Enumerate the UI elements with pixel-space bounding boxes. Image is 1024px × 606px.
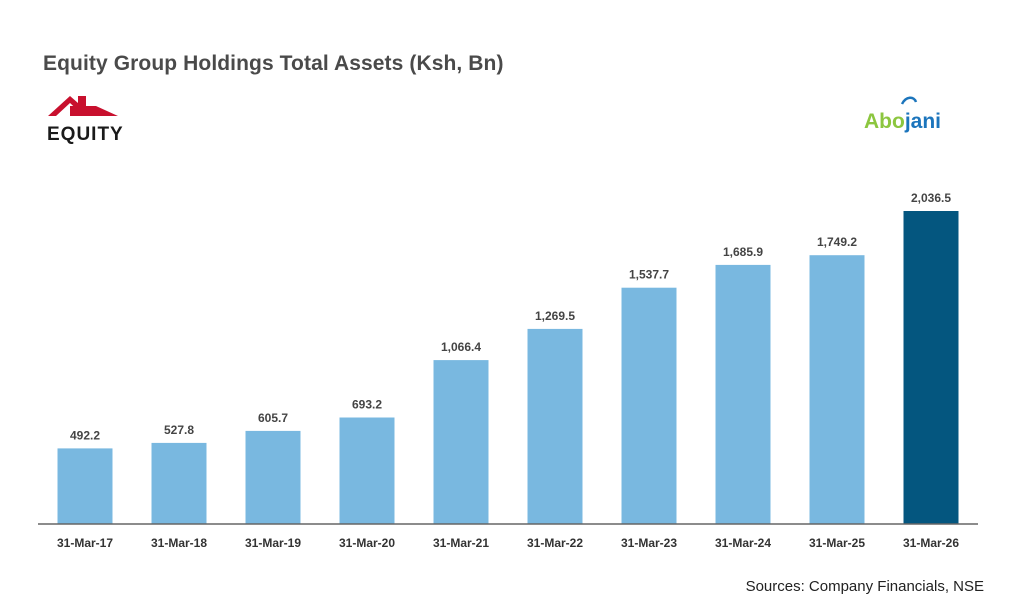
bar-31-Mar-19 (245, 430, 301, 524)
bar-value-label: 2,036.5 (911, 191, 951, 205)
bar-value-label: 1,749.2 (817, 235, 857, 249)
bar-value-label: 693.2 (352, 398, 382, 412)
abojani-logo-text-b: jani (904, 110, 941, 133)
equity-logo-text: EQUITY (47, 124, 124, 145)
abojani-logo-swoosh (900, 96, 918, 105)
x-tick-label: 31-Mar-17 (57, 536, 113, 550)
bar-31-Mar-23 (621, 287, 677, 524)
bar-value-label: 1,269.5 (535, 309, 575, 323)
abojani-logo-text-a: Abo (864, 110, 905, 133)
x-tick-label: 31-Mar-25 (809, 536, 865, 550)
bar-value-label: 605.7 (258, 411, 288, 425)
bar-31-Mar-21 (433, 360, 489, 524)
x-tick-label: 31-Mar-21 (433, 536, 489, 550)
bar-31-Mar-26 (903, 211, 959, 524)
bar-31-Mar-24 (715, 264, 771, 524)
x-tick-label: 31-Mar-26 (903, 536, 959, 550)
x-tick-label: 31-Mar-19 (245, 536, 301, 550)
source-note: Sources: Company Financials, NSE (745, 578, 984, 595)
bar-value-label: 527.8 (164, 423, 194, 437)
x-tick-label: 31-Mar-18 (151, 536, 207, 550)
x-tick-label: 31-Mar-20 (339, 536, 395, 550)
bar-31-Mar-20 (339, 417, 395, 524)
svg-text:Abojani: Abojani (864, 110, 941, 133)
bar-value-label: 1,066.4 (441, 340, 481, 354)
bar-31-Mar-17 (57, 448, 113, 524)
bar-value-label: 492.2 (70, 428, 100, 442)
equity-logo: EQUITY (47, 96, 124, 145)
bar-value-label: 1,685.9 (723, 245, 763, 259)
abojani-logo: Abojani (864, 96, 941, 133)
x-tick-label: 31-Mar-24 (715, 536, 771, 550)
x-tick-label: 31-Mar-22 (527, 536, 583, 550)
bar-31-Mar-22 (527, 328, 583, 524)
bar-31-Mar-18 (151, 442, 207, 524)
x-tick-label: 31-Mar-23 (621, 536, 677, 550)
bar-value-label: 1,537.7 (629, 268, 669, 282)
chart-title: Equity Group Holdings Total Assets (Ksh,… (43, 52, 504, 75)
ticks-group: 31-Mar-17 31-Mar-18 31-Mar-19 31-Mar-20 31-M… (57, 536, 959, 550)
bars-group: 492.2 527.8 605.7 693.2 1,066.4 1,269.5 1,537.… (57, 191, 959, 524)
bar-31-Mar-25 (809, 255, 865, 524)
